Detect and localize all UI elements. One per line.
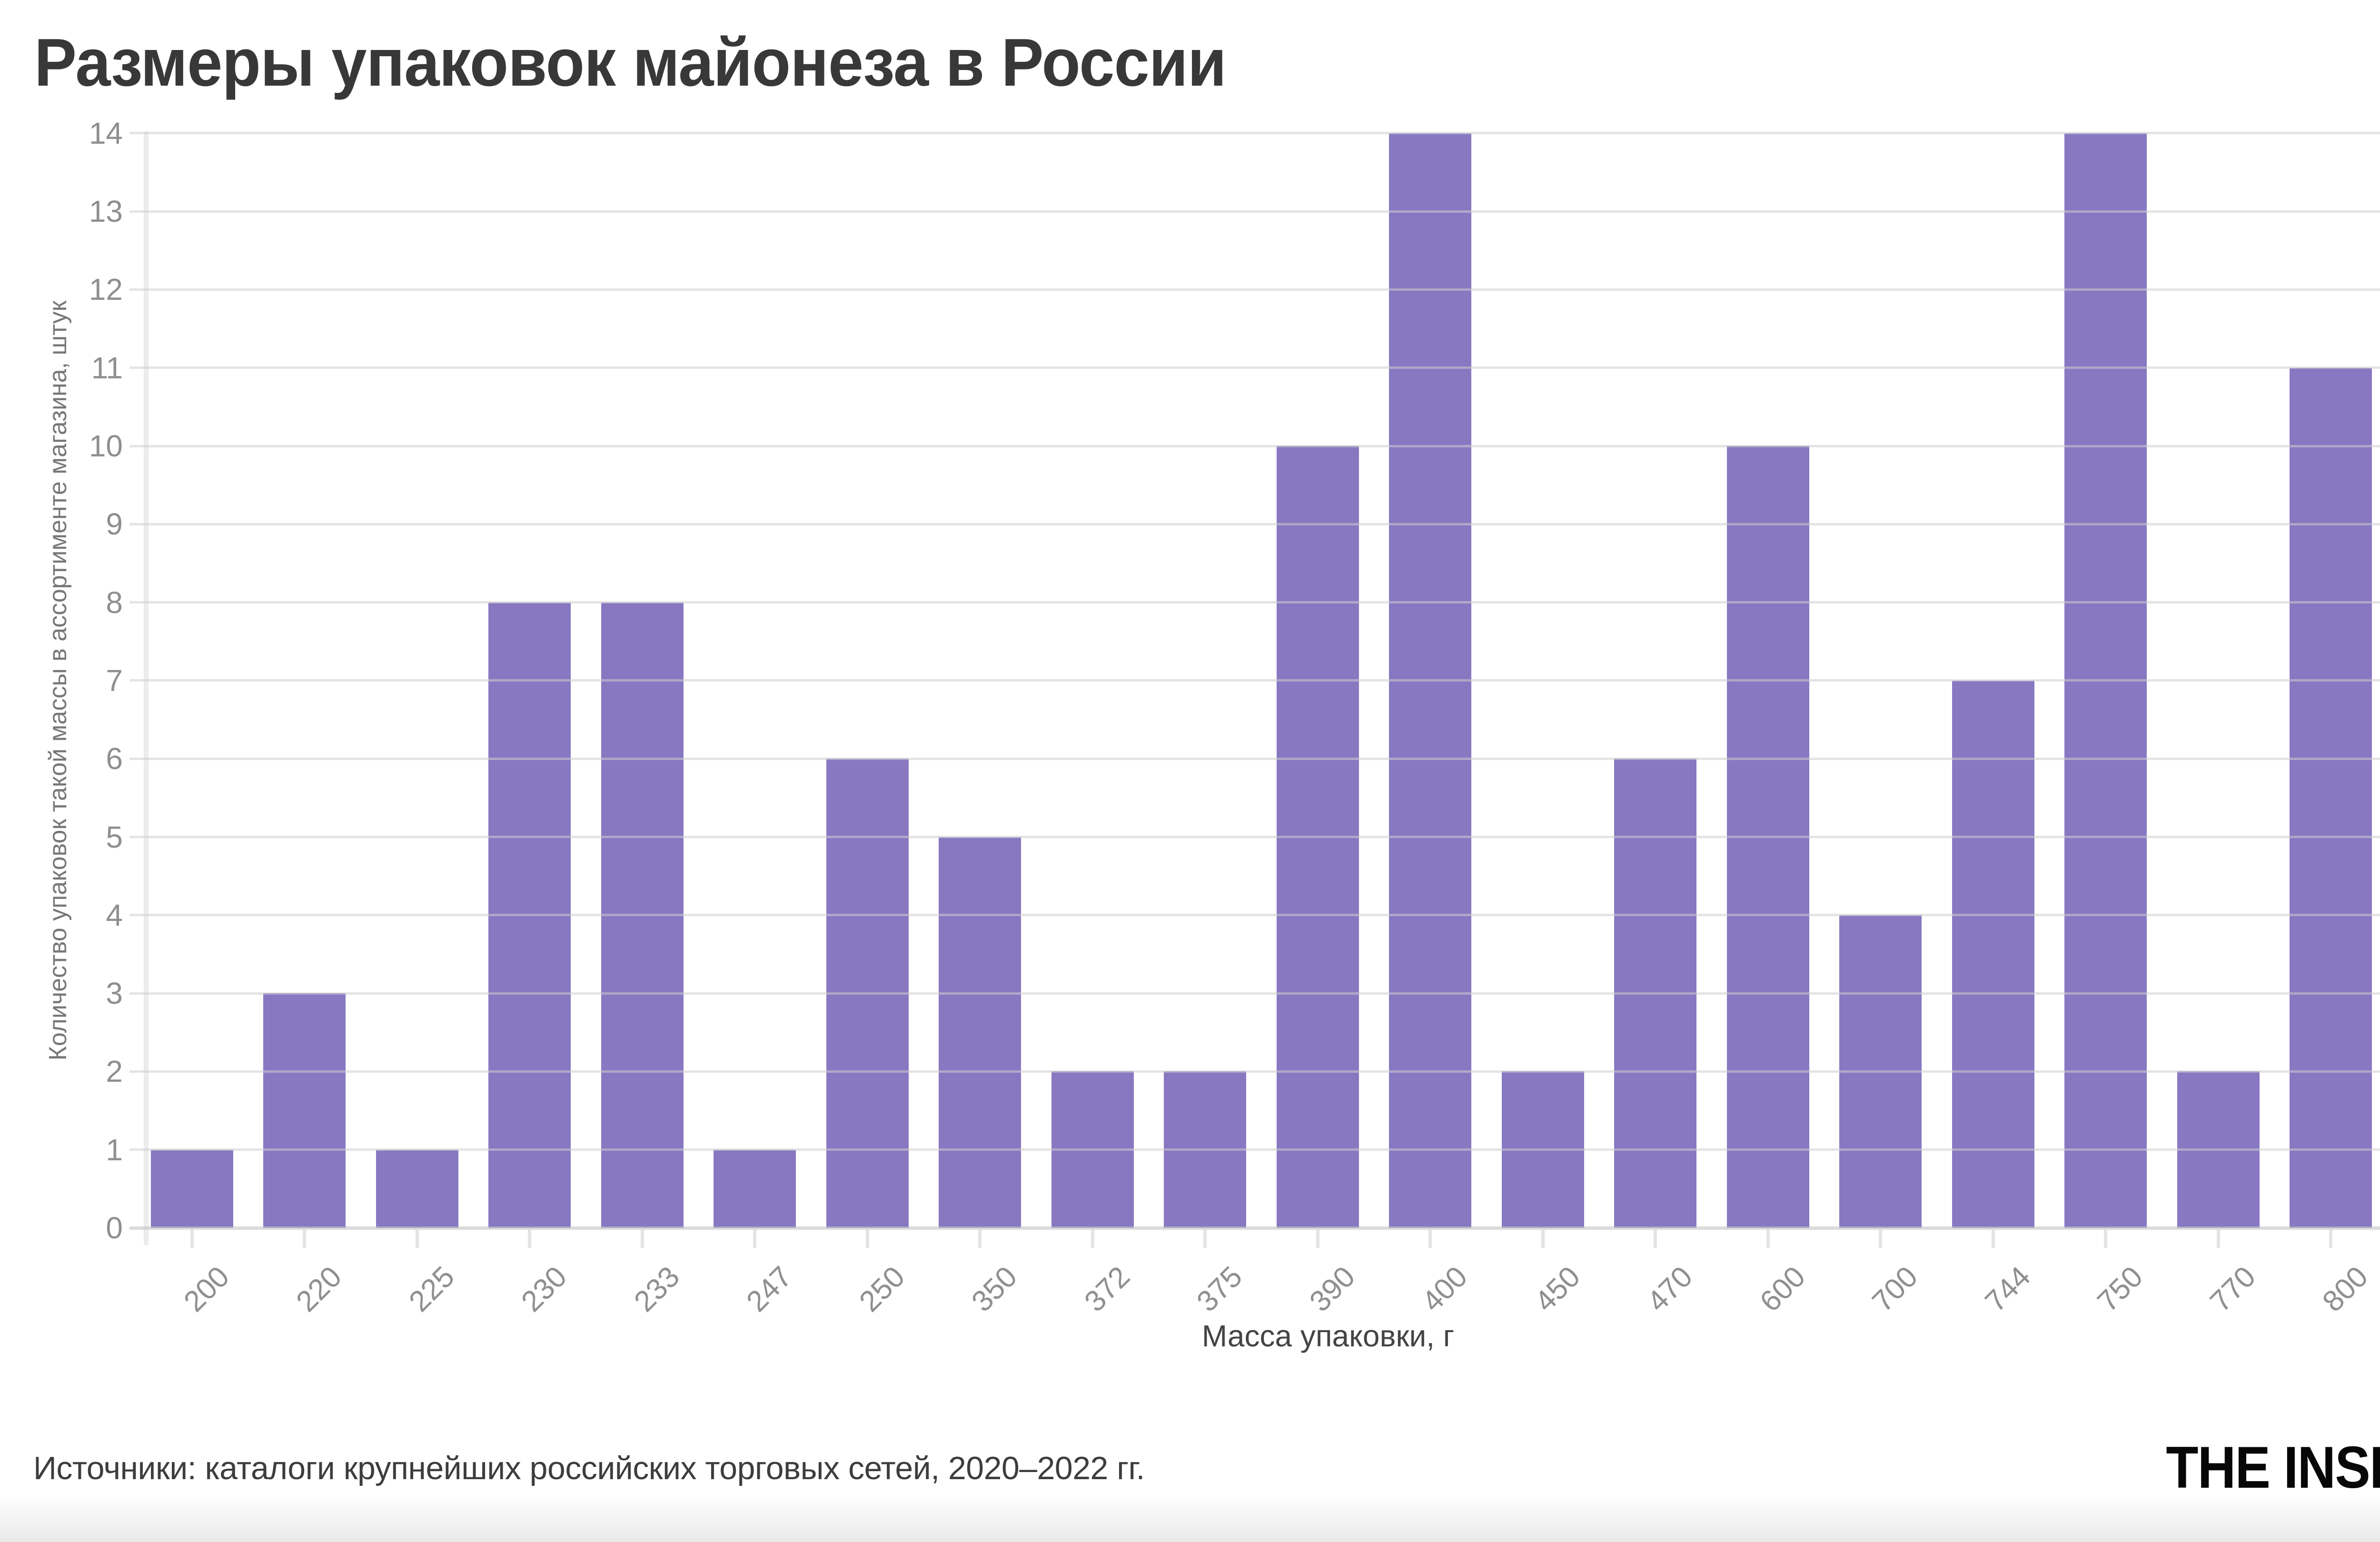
- bottom-fade-decoration: [0, 1494, 2380, 1542]
- brand-logo: THE INSIDER: [2165, 1435, 2380, 1501]
- x-tick-label-800: 800: [2316, 1260, 2375, 1318]
- y-tick-label-14: 14: [89, 116, 123, 150]
- source-note: Источники: каталоги крупнейших российски…: [33, 1450, 1145, 1486]
- x-tick-label-350: 350: [965, 1260, 1024, 1318]
- x-tick-label-450: 450: [1528, 1260, 1587, 1318]
- y-tick-label-2: 2: [106, 1054, 123, 1089]
- x-tick-mark-470: [1654, 1230, 1657, 1248]
- x-tick-mark-600: [1766, 1230, 1770, 1248]
- x-tick-label-390: 390: [1303, 1260, 1361, 1318]
- y-tick-label-13: 13: [89, 194, 123, 229]
- x-tick-mark-744: [1991, 1230, 1995, 1248]
- bar-220: [263, 993, 346, 1228]
- x-axis-title: Масса упаковки, г: [1201, 1319, 1455, 1353]
- gridline-11: [129, 366, 2380, 369]
- gridline-13: [129, 210, 2380, 213]
- gridline-2: [129, 1070, 2380, 1073]
- y-tick-label-10: 10: [89, 429, 123, 463]
- x-tick-mark-200: [190, 1230, 194, 1248]
- y-tick-label-0: 0: [106, 1211, 123, 1245]
- y-tick-label-3: 3: [106, 976, 123, 1011]
- x-tick-mark-350: [978, 1230, 982, 1248]
- bar-744: [1952, 680, 2034, 1228]
- y-tick-label-7: 7: [106, 663, 123, 698]
- x-tick-label-744: 744: [1978, 1260, 2037, 1318]
- x-tick-label-220: 220: [290, 1260, 348, 1318]
- gridline-7: [129, 679, 2380, 682]
- gridline-3: [129, 992, 2380, 995]
- x-tick-mark-750: [2104, 1230, 2107, 1248]
- x-tick-mark-800: [2329, 1230, 2332, 1248]
- x-tick-label-400: 400: [1416, 1260, 1474, 1318]
- gridline-10: [129, 445, 2380, 447]
- x-tick-label-375: 375: [1190, 1260, 1249, 1318]
- x-tick-mark-233: [640, 1230, 644, 1248]
- y-tick-label-1: 1: [106, 1132, 123, 1167]
- x-axis-baseline: [129, 1226, 2380, 1230]
- x-tick-label-470: 470: [1641, 1260, 1699, 1318]
- bar-800: [2290, 367, 2372, 1228]
- gridline-1: [129, 1148, 2380, 1151]
- x-tick-mark-400: [1428, 1230, 1432, 1248]
- x-tick-label-200: 200: [177, 1260, 236, 1318]
- x-tick-mark-390: [1316, 1230, 1319, 1248]
- x-tick-label-600: 600: [1753, 1260, 1812, 1318]
- x-tick-mark-372: [1091, 1230, 1094, 1248]
- bar-200: [150, 1149, 233, 1228]
- y-tick-label-5: 5: [106, 820, 123, 854]
- bar-247: [714, 1149, 796, 1228]
- y-tick-label-6: 6: [106, 741, 123, 776]
- x-tick-mark-375: [1203, 1230, 1207, 1248]
- x-tick-label-225: 225: [402, 1260, 461, 1318]
- y-tick-label-12: 12: [89, 272, 123, 307]
- y-tick-label-9: 9: [106, 507, 123, 542]
- x-tick-label-247: 247: [740, 1260, 799, 1318]
- x-tick-mark-770: [2216, 1230, 2220, 1248]
- gridline-4: [129, 914, 2380, 917]
- x-tick-label-250: 250: [853, 1260, 911, 1318]
- bar-350: [939, 837, 1021, 1228]
- x-tick-mark-700: [1879, 1230, 1882, 1248]
- x-tick-mark-220: [303, 1230, 306, 1248]
- chart-title: Размеры упаковок майонеза в России: [34, 25, 1227, 100]
- x-tick-label-372: 372: [1078, 1260, 1136, 1318]
- y-tick-label-8: 8: [106, 585, 123, 620]
- x-tick-label-700: 700: [1866, 1260, 1924, 1318]
- y-tick-label-4: 4: [106, 898, 123, 932]
- x-tick-mark-247: [753, 1230, 756, 1248]
- gridline-5: [129, 836, 2380, 838]
- x-tick-mark-230: [528, 1230, 531, 1248]
- gridline-12: [129, 288, 2380, 291]
- x-tick-label-770: 770: [2203, 1260, 2262, 1318]
- gridline-14: [129, 132, 2380, 135]
- y-axis-line: [144, 131, 149, 1245]
- x-tick-label-233: 233: [627, 1260, 686, 1318]
- x-tick-mark-250: [865, 1230, 869, 1248]
- gridline-9: [129, 523, 2380, 525]
- gridline-8: [129, 601, 2380, 604]
- x-tick-mark-450: [1541, 1230, 1545, 1248]
- x-tick-label-750: 750: [2091, 1260, 2150, 1318]
- bar-225: [376, 1149, 458, 1228]
- gridline-6: [129, 757, 2380, 760]
- y-tick-label-11: 11: [91, 350, 123, 385]
- x-tick-mark-225: [415, 1230, 419, 1248]
- x-tick-label-230: 230: [515, 1260, 574, 1318]
